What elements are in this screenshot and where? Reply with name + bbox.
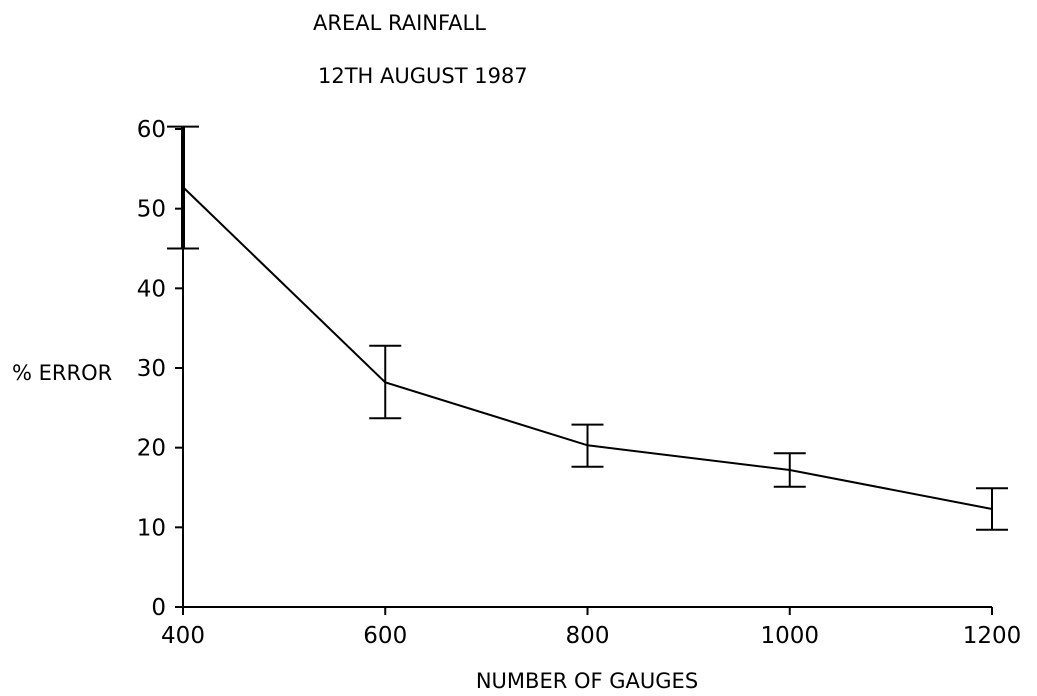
y-tick-label: 20	[137, 436, 166, 462]
data-point	[586, 444, 589, 447]
data-point	[991, 508, 993, 511]
x-axis-ticks: 400 600 800 1000 1200	[161, 607, 1021, 649]
chart-title: AREAL RAINFALL	[313, 11, 486, 35]
x-tick-label: 1000	[760, 623, 819, 649]
error-bars	[167, 125, 1008, 531]
y-axis-label: % ERROR	[12, 361, 112, 385]
y-tick-label: 60	[137, 117, 166, 143]
data-point	[182, 186, 184, 189]
y-tick-label: 30	[137, 356, 166, 382]
data-point	[788, 468, 791, 471]
y-tick-label: 10	[137, 515, 166, 541]
y-tick-label: 40	[137, 276, 166, 302]
y-axis-ticks: 0 10 20 30 40 50 60	[137, 117, 183, 621]
x-tick-label: 1200	[963, 623, 1022, 649]
y-tick-label: 50	[137, 197, 166, 223]
x-axis-label: NUMBER OF GAUGES	[476, 669, 698, 693]
x-tick-label: 400	[161, 623, 205, 649]
x-tick-label: 800	[566, 623, 610, 649]
series-group	[182, 186, 993, 511]
x-tick-label: 600	[363, 623, 407, 649]
data-point	[384, 381, 387, 384]
y-tick-label: 0	[151, 595, 166, 621]
chart-subtitle: 12TH AUGUST 1987	[318, 64, 528, 88]
